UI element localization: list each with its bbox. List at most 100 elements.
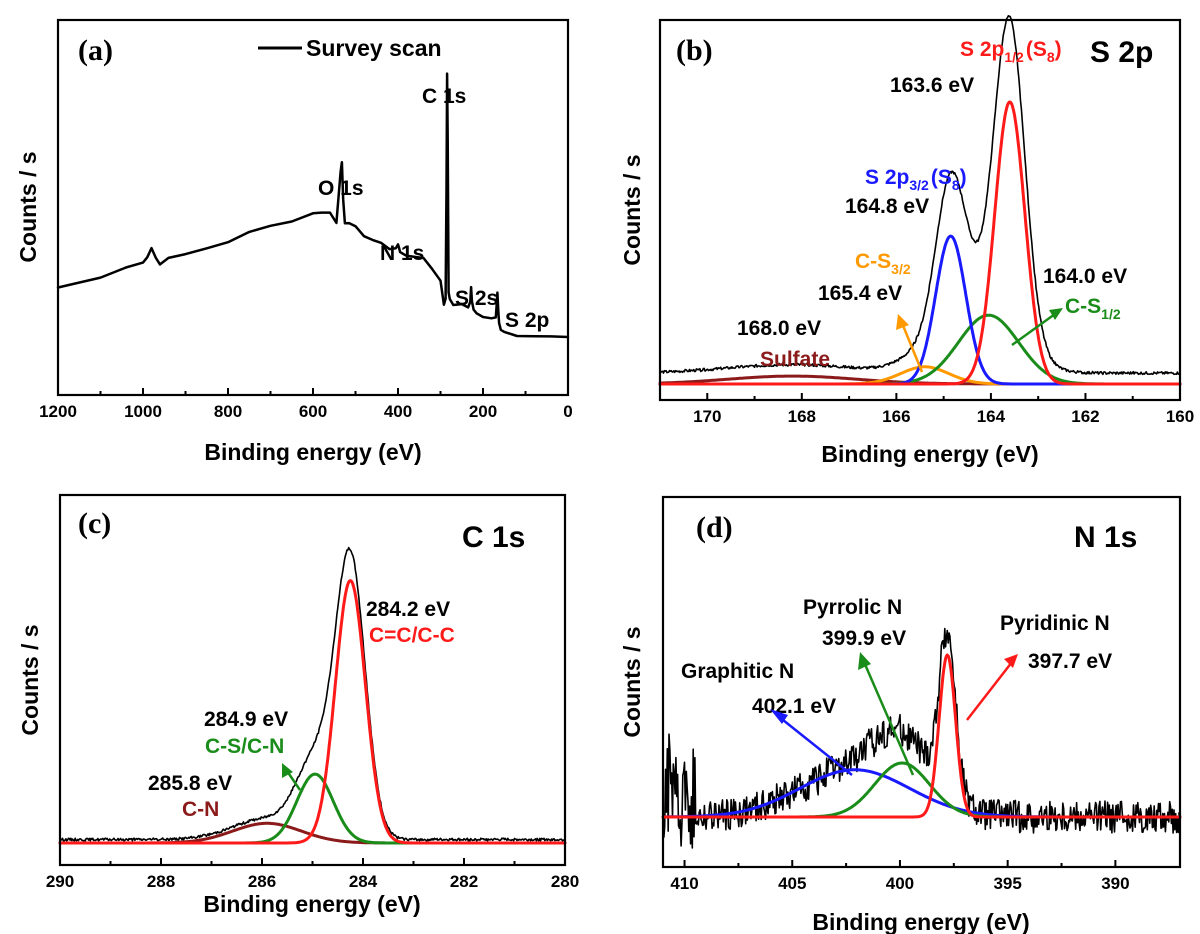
arrowhead-cs12 bbox=[1049, 308, 1063, 320]
series-s-2p1-2-s8 bbox=[658, 100, 1182, 386]
x-tick-label: 280 bbox=[551, 872, 579, 891]
x-tick-label: 1200 bbox=[39, 402, 77, 421]
label-164-0-ev: 164.0 eV bbox=[1043, 265, 1127, 288]
x-tick-label: 600 bbox=[299, 402, 327, 421]
panel-d-label: (d) bbox=[696, 511, 733, 544]
panel-a-curves bbox=[56, 72, 570, 339]
x-tick-label: 286 bbox=[248, 872, 276, 891]
label-cc-cc: C=C/C-C bbox=[369, 624, 455, 647]
label-cn: C-N bbox=[182, 798, 219, 821]
x-tick-label: 288 bbox=[147, 872, 175, 891]
panel-c-curves bbox=[58, 546, 567, 845]
x-tick-label: 284 bbox=[349, 872, 378, 891]
panel-d-axes-frame bbox=[661, 495, 1182, 869]
x-tick-label: 168 bbox=[788, 407, 816, 426]
series-c-c-c-c bbox=[58, 579, 567, 845]
series-pyridinic-n bbox=[661, 653, 1182, 819]
label-s2p12-s8: S 2p1/2(S8) bbox=[960, 38, 1062, 65]
x-tick-label: 162 bbox=[1071, 407, 1099, 426]
panel-d-ticks: 410 405 400 395 390 bbox=[670, 860, 1130, 893]
label-285-8-ev: 285.8 eV bbox=[148, 772, 232, 795]
label-402-1-ev: 402.1 eV bbox=[752, 695, 836, 718]
label-cs-cn: C-S/C-N bbox=[205, 735, 284, 758]
panel-b-region-label: S 2p bbox=[1090, 36, 1153, 69]
panel-d-curves bbox=[661, 627, 1182, 849]
label-graphitic-n: Graphitic N bbox=[681, 660, 794, 683]
x-tick-label: 1000 bbox=[124, 402, 162, 421]
panel-b-axes-frame bbox=[658, 18, 1182, 402]
arrowhead-pyrrolic bbox=[858, 652, 871, 670]
peak-label-c1s: C 1s bbox=[422, 85, 466, 108]
label-165-4-ev: 165.4 eV bbox=[818, 282, 902, 305]
panel-a-xlabel: Binding energy (eV) bbox=[204, 439, 421, 465]
panel-a-axes-frame bbox=[56, 18, 570, 397]
series-experimental bbox=[659, 14, 1181, 376]
label-163-6-ev: 163.6 eV bbox=[890, 74, 974, 97]
label-pyrrolic-n: Pyrrolic N bbox=[803, 596, 902, 619]
x-tick-label: 160 bbox=[1166, 407, 1194, 426]
panel-b-xlabel: Binding energy (eV) bbox=[821, 441, 1038, 467]
arrow-cs-cn bbox=[285, 770, 302, 791]
panel-c-xlabel: Binding energy (eV) bbox=[203, 891, 420, 917]
label-sulfate: Sulfate bbox=[760, 348, 830, 371]
label-cs32: C-S3/2 bbox=[855, 250, 911, 277]
peak-label-s2p: S 2p bbox=[505, 309, 549, 332]
panel-c-label: (c) bbox=[78, 507, 111, 540]
x-tick-label: 800 bbox=[214, 402, 242, 421]
label-164-8-ev: 164.8 eV bbox=[845, 195, 929, 218]
x-tick-label: 282 bbox=[450, 872, 478, 891]
x-tick-label: 166 bbox=[882, 407, 910, 426]
arrowhead-pyridinic bbox=[1004, 654, 1018, 668]
arrow-graphitic bbox=[777, 715, 853, 776]
series-experimental bbox=[662, 627, 1181, 849]
label-cs12: C-S1/2 bbox=[1065, 295, 1121, 322]
peak-label-n1s: N 1s bbox=[380, 242, 424, 265]
x-tick-label: 200 bbox=[469, 402, 497, 421]
arrow-pyrrolic bbox=[862, 661, 915, 776]
panel-c-c1s: 290 288 286 284 282 280 (c) C 1s 284.2 eV C=C… bbox=[17, 493, 579, 917]
arrow-cs32 bbox=[900, 322, 924, 373]
panel-b-ylabel: Counts / s bbox=[619, 154, 645, 265]
label-168-0-ev: 168.0 eV bbox=[737, 317, 821, 340]
x-tick-label: 164 bbox=[977, 407, 1006, 426]
peak-label-s2s: S 2s bbox=[455, 287, 498, 310]
panel-c-ylabel: Counts / s bbox=[17, 624, 43, 735]
arrow-cs12 bbox=[1011, 312, 1056, 347]
x-tick-label: 400 bbox=[384, 402, 412, 421]
label-397-7-ev: 397.7 eV bbox=[1028, 650, 1112, 673]
x-tick-label: 290 bbox=[46, 872, 74, 891]
panel-b-label: (b) bbox=[676, 34, 713, 67]
panel-d-xlabel: Binding energy (eV) bbox=[812, 909, 1029, 934]
panel-a-ylabel: Counts / s bbox=[15, 151, 41, 262]
x-tick-label: 400 bbox=[886, 874, 914, 893]
x-tick-label: 170 bbox=[693, 407, 721, 426]
label-pyridinic-n: Pyridinic N bbox=[1000, 612, 1110, 635]
arrowhead-cs32 bbox=[896, 314, 909, 330]
label-284-9-ev: 284.9 eV bbox=[204, 708, 288, 731]
panel-a-survey: 1200 1000 800 600 400 200 0 (a) Survey scan O … bbox=[15, 18, 573, 465]
x-tick-label: 0 bbox=[563, 402, 572, 421]
panel-c-ticks: 290 288 286 284 282 280 bbox=[46, 858, 579, 891]
x-tick-label: 410 bbox=[670, 874, 698, 893]
panel-d-region-label: N 1s bbox=[1074, 521, 1137, 554]
x-tick-label: 390 bbox=[1101, 874, 1129, 893]
label-s2p32-s8: S 2p3/2(S8) bbox=[865, 166, 967, 193]
peak-label-o1s: O 1s bbox=[318, 177, 364, 200]
panel-a-ticks: 1200 1000 800 600 400 200 0 bbox=[39, 388, 573, 421]
arrowhead-graphitic bbox=[770, 709, 788, 724]
legend-label-survey: Survey scan bbox=[306, 35, 442, 61]
panel-b-ticks: 170 168 166 164 162 160 bbox=[693, 393, 1194, 426]
panel-c-axes-frame bbox=[58, 493, 567, 867]
panel-a-label: (a) bbox=[78, 34, 113, 67]
x-tick-label: 405 bbox=[778, 874, 806, 893]
x-tick-label: 395 bbox=[993, 874, 1021, 893]
arrow-pyridinic bbox=[966, 661, 1013, 721]
panel-b-s2p: 170 168 166 164 162 160 (b) S 2p S 2p1/2(S8) … bbox=[619, 14, 1194, 467]
series-survey-scan bbox=[56, 72, 570, 339]
label-399-9-ev: 399.9 eV bbox=[822, 627, 906, 650]
label-284-2-ev: 284.2 eV bbox=[366, 598, 450, 621]
arrowhead-cs-cn bbox=[282, 763, 293, 778]
series-experimental bbox=[59, 546, 566, 842]
panel-c-region-label: C 1s bbox=[462, 521, 525, 554]
